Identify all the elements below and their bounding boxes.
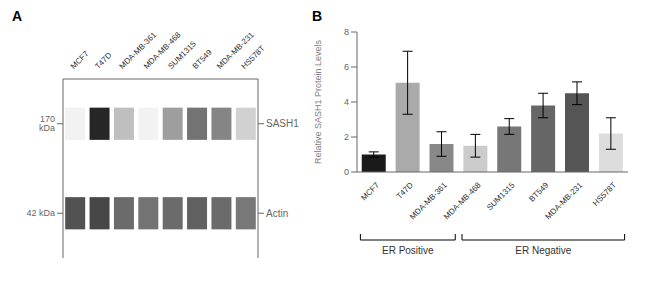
svg-text:8: 8 bbox=[344, 27, 349, 37]
svg-text:BT549: BT549 bbox=[191, 48, 214, 71]
svg-text:MCF7: MCF7 bbox=[359, 180, 381, 202]
svg-text:HS578T: HS578T bbox=[239, 44, 266, 71]
svg-text:42 kDa: 42 kDa bbox=[26, 208, 55, 218]
svg-text:T47D: T47D bbox=[395, 181, 415, 201]
html-text:B: B bbox=[312, 8, 323, 24]
svg-text:BT549: BT549 bbox=[527, 180, 550, 203]
svg-text:T47D: T47D bbox=[93, 51, 113, 71]
svg-text:4: 4 bbox=[344, 97, 349, 107]
svg-text:MDA-MB-468: MDA-MB-468 bbox=[141, 30, 183, 71]
svg-text:ER Negative: ER Negative bbox=[515, 245, 572, 256]
svg-text:MDA-MB-361: MDA-MB-361 bbox=[408, 180, 449, 222]
svg-text:MDA-MB-231: MDA-MB-231 bbox=[215, 30, 256, 71]
svg-text:ER Positive: ER Positive bbox=[382, 245, 434, 256]
svg-text:SUM1315: SUM1315 bbox=[485, 180, 517, 212]
svg-text:HS578T: HS578T bbox=[591, 181, 618, 208]
svg-text:Relative SASH1 Protein Levels: Relative SASH1 Protein Levels bbox=[313, 39, 323, 164]
svg-text:6: 6 bbox=[344, 62, 349, 72]
svg-text:MDA-MB-361: MDA-MB-361 bbox=[117, 30, 159, 71]
svg-text:170kDa: 170kDa bbox=[39, 114, 55, 133]
svg-text:Actin: Actin bbox=[266, 208, 288, 219]
svg-text:SASH1: SASH1 bbox=[266, 118, 299, 129]
svg-text:MCF7: MCF7 bbox=[69, 49, 91, 71]
svg-text:SUM1315: SUM1315 bbox=[166, 39, 198, 71]
svg-text:MDA-MB-468: MDA-MB-468 bbox=[442, 180, 483, 221]
html-text:A: A bbox=[12, 8, 23, 24]
svg-text:MDA-MB-231: MDA-MB-231 bbox=[544, 180, 585, 221]
svg-text:2: 2 bbox=[344, 132, 349, 142]
svg-text:0: 0 bbox=[344, 167, 349, 177]
